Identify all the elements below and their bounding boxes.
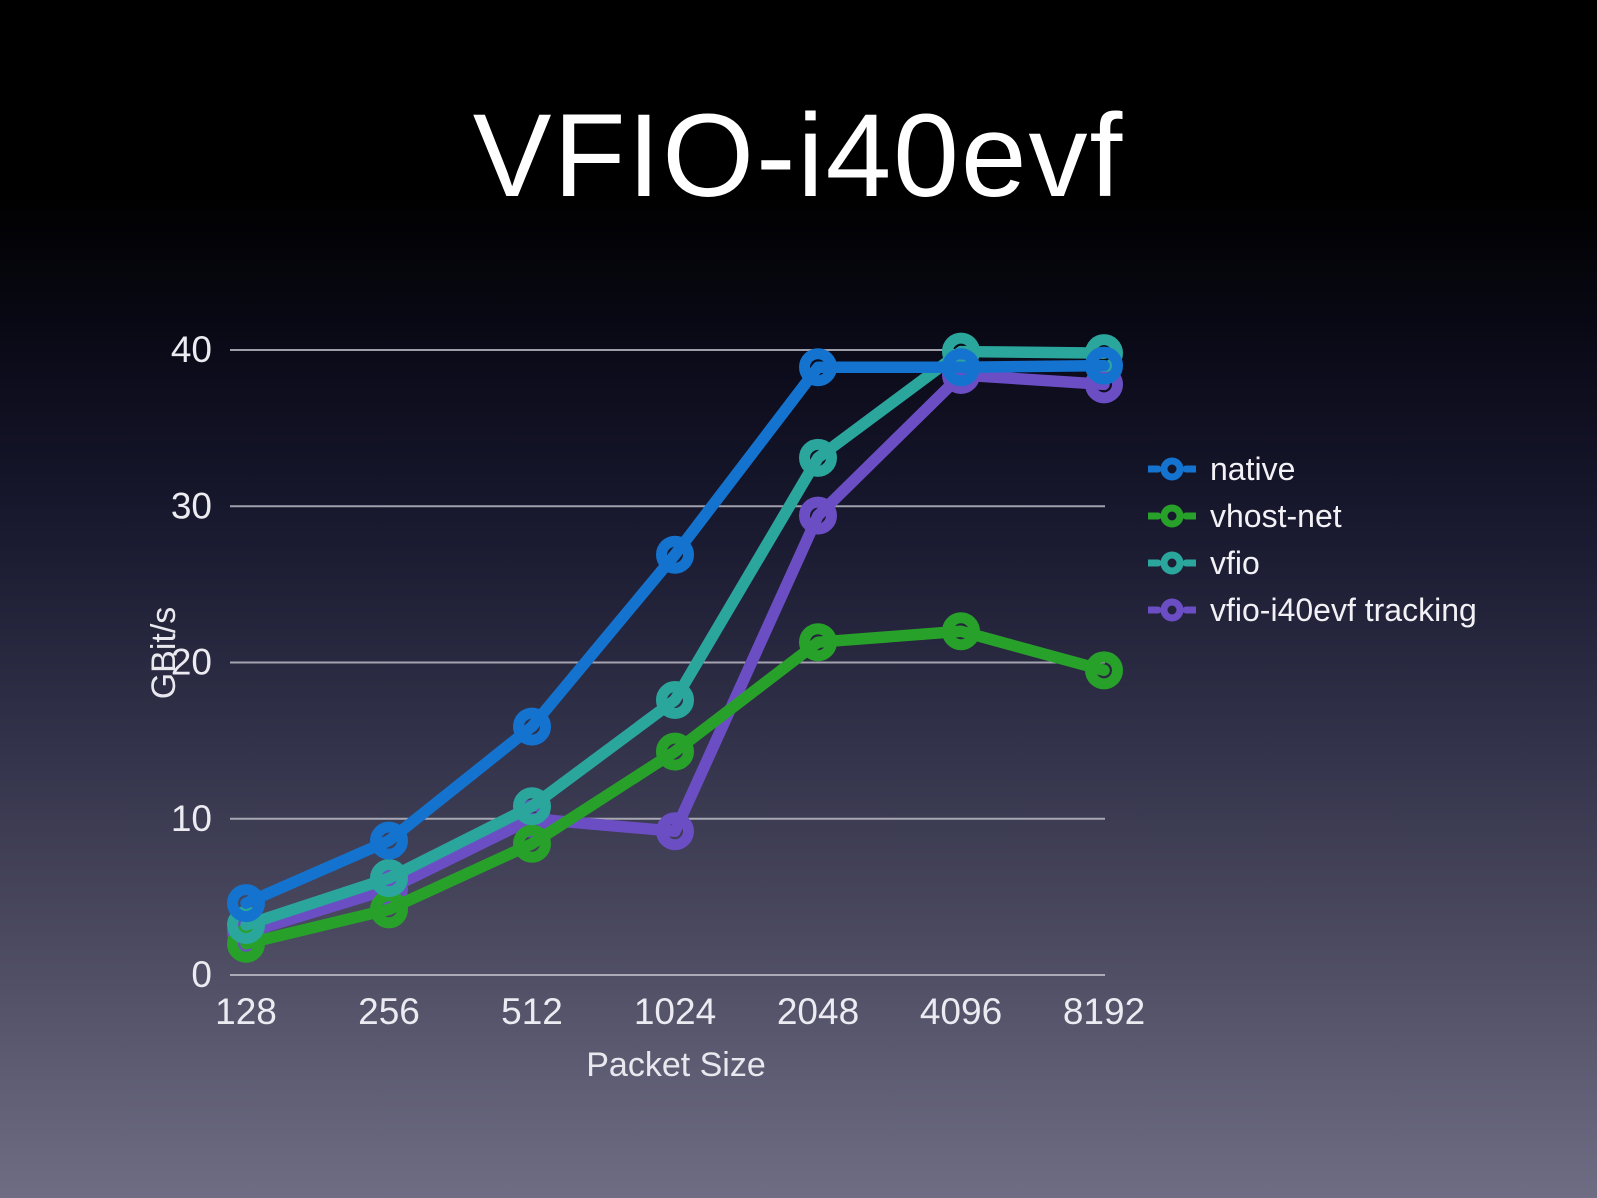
x-tick-label: 2048 bbox=[777, 991, 859, 1032]
data-point-native-1024 bbox=[656, 535, 694, 574]
legend-item-vfio-i40evf-tracking: vfio-i40evf tracking bbox=[1148, 591, 1477, 628]
data-point-native-8192 bbox=[1085, 346, 1123, 385]
y-tick-label: 20 bbox=[171, 642, 212, 683]
series-line-native bbox=[240, 359, 1110, 909]
legend-label: vhost-net bbox=[1210, 497, 1342, 534]
data-point-vhost-net-1024 bbox=[656, 732, 694, 771]
data-point-vfio-i40evf tracking-1024 bbox=[656, 812, 694, 851]
data-point-native-512 bbox=[513, 707, 551, 746]
data-point-vhost-net-512 bbox=[513, 824, 551, 863]
x-tick-label: 256 bbox=[358, 991, 420, 1032]
data-point-vfio-i40evf tracking-2048 bbox=[799, 496, 837, 535]
vhost-net-series-marker-icon bbox=[1148, 504, 1196, 528]
data-point-vhost-net-8192 bbox=[1085, 651, 1123, 690]
data-point-native-128 bbox=[227, 884, 265, 923]
vfio-i40evf-tracking-series-marker-icon bbox=[1148, 598, 1196, 622]
data-point-vfio-256 bbox=[370, 859, 408, 898]
legend-label: vfio-i40evf tracking bbox=[1210, 591, 1477, 628]
x-tick-label: 128 bbox=[215, 991, 277, 1032]
data-point-vfio-1024 bbox=[656, 681, 694, 719]
chart-title: VFIO-i40evf bbox=[472, 90, 1125, 222]
legend-label: vfio bbox=[1210, 544, 1260, 581]
x-tick-label: 4096 bbox=[920, 991, 1002, 1032]
vfio-series-marker-icon bbox=[1148, 551, 1196, 575]
y-tick-label: 40 bbox=[171, 329, 212, 370]
x-axis-title: Packet Size bbox=[586, 1046, 766, 1084]
legend-item-native: native bbox=[1148, 450, 1477, 487]
native-series-marker-icon bbox=[1148, 457, 1196, 481]
y-axis-title: GBit/s bbox=[145, 606, 183, 700]
data-point-vhost-net-2048 bbox=[799, 623, 837, 662]
x-tick-label: 1024 bbox=[634, 991, 716, 1032]
series-line-vhost-net bbox=[240, 625, 1110, 950]
legend-item-vfio: vfio bbox=[1148, 544, 1477, 581]
data-point-vfio-512 bbox=[513, 787, 551, 826]
data-point-vhost-net-4096 bbox=[942, 612, 980, 651]
legend-item-vhost-net: vhost-net bbox=[1148, 497, 1477, 534]
y-tick-label: 30 bbox=[171, 485, 212, 526]
data-point-vfio-2048 bbox=[799, 438, 837, 477]
y-tick-label: 0 bbox=[191, 954, 212, 995]
x-tick-label: 8192 bbox=[1063, 991, 1145, 1032]
x-tick-label: 512 bbox=[501, 991, 563, 1032]
legend-label: native bbox=[1210, 450, 1296, 487]
data-point-native-4096 bbox=[942, 348, 980, 387]
legend: native vhost-net vfio vfio-i40evf tracki… bbox=[1148, 450, 1477, 628]
y-tick-label: 10 bbox=[171, 798, 212, 839]
data-point-native-256 bbox=[370, 821, 408, 860]
data-point-native-2048 bbox=[799, 348, 837, 387]
